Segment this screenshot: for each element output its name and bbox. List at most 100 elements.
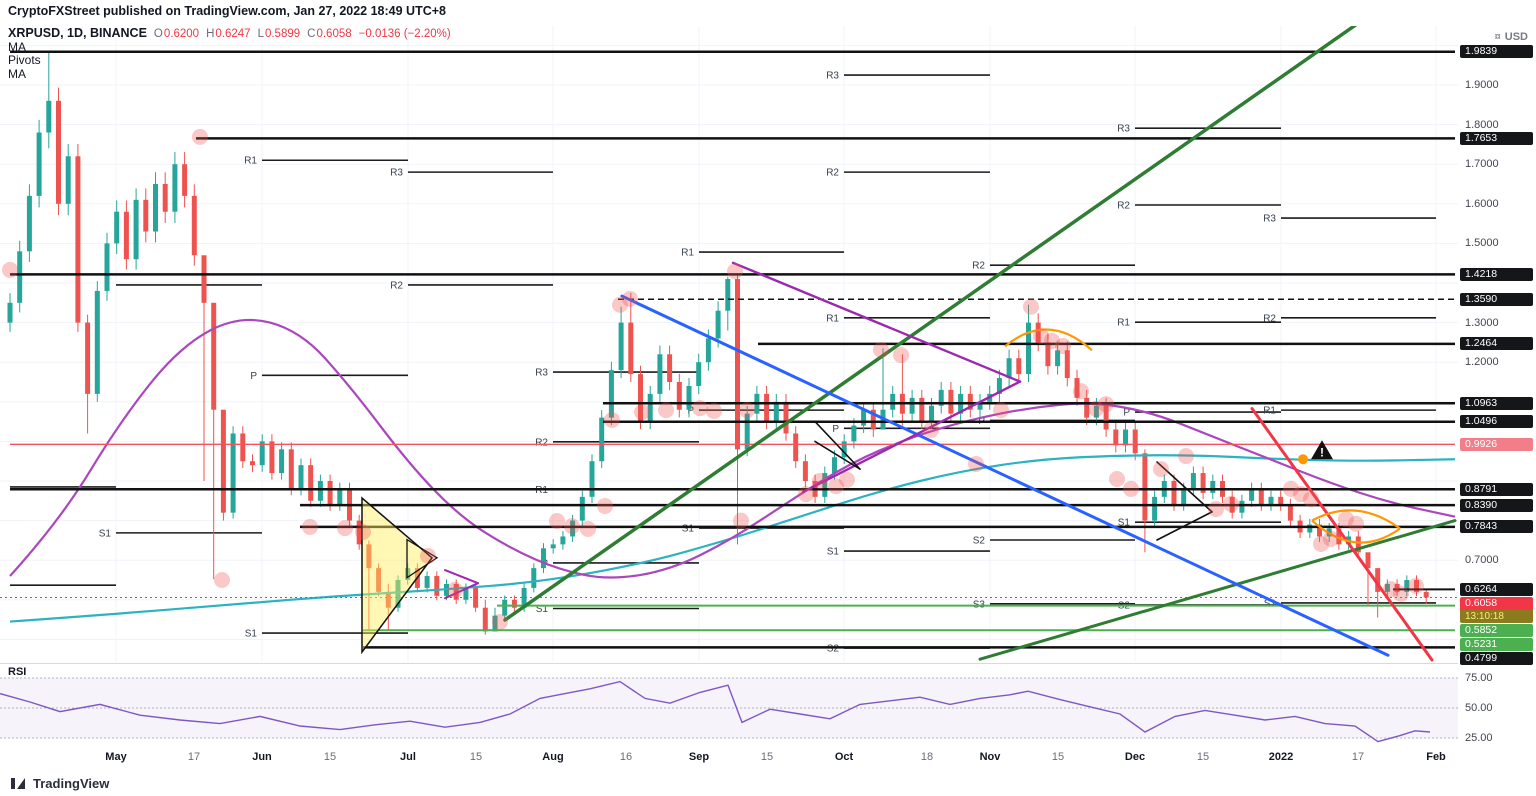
- rsi-tick: 25.00: [1465, 732, 1493, 744]
- highlight-circle: [1313, 535, 1329, 552]
- candle-body: [560, 536, 566, 545]
- highlight-circle: [1323, 530, 1339, 547]
- candle-body: [104, 243, 110, 291]
- purple-wedge-upper: [731, 261, 1022, 383]
- candle-body: [686, 385, 692, 410]
- highlight-circle: [839, 471, 855, 488]
- dec-pennant-upper: [1156, 461, 1213, 513]
- pivot-label: S2: [827, 644, 840, 655]
- indicator-ma-fast[interactable]: MA: [8, 39, 26, 54]
- price-tick: 0.7000: [1465, 554, 1499, 567]
- pivot-label: S1: [536, 604, 549, 615]
- pivot-label: R2: [1117, 200, 1130, 211]
- time-label: 2022: [1268, 751, 1294, 763]
- pivot-label: R3: [390, 168, 403, 179]
- rsi-line: [0, 680, 1431, 743]
- candle-body: [463, 587, 469, 600]
- indicator-pivots[interactable]: Pivots: [8, 53, 41, 67]
- candle-body: [220, 409, 226, 513]
- price-level-badge: 1.0963: [1460, 396, 1533, 410]
- rsi-pane: [0, 677, 1458, 743]
- high-value: 0.6247: [215, 28, 251, 40]
- candle-body: [230, 433, 236, 513]
- candle-body: [764, 393, 770, 422]
- symbol-row[interactable]: XRPUSD, 1D, BINANCE O0.6200 H0.6247 L0.5899…: [8, 26, 451, 41]
- annotations: !: [1311, 440, 1333, 460]
- candle-body: [667, 354, 673, 382]
- candle-body: [133, 199, 139, 260]
- symbol-title[interactable]: XRPUSD, 1D, BINANCE: [8, 26, 147, 40]
- candle-body: [715, 310, 721, 339]
- trendlines: [444, 26, 1457, 662]
- highlight-circle: [1033, 328, 1049, 345]
- candle-body: [511, 599, 517, 608]
- highlight-circle: [2, 261, 18, 278]
- chart-legend[interactable]: XRPUSD, 1D, BINANCE O0.6200 H0.6247 L0.5899…: [8, 26, 451, 81]
- candle-body: [1142, 453, 1148, 521]
- candle-body: [308, 465, 314, 501]
- highlight-circle: [337, 520, 353, 537]
- highlight-circle: [692, 400, 708, 417]
- candle-body: [589, 461, 595, 497]
- highlight-circle: [1408, 577, 1424, 594]
- highlight-circle: [355, 524, 371, 541]
- candle-body: [211, 302, 217, 410]
- candle-body: [1365, 552, 1371, 569]
- currency-selector[interactable]: ¤ USD: [1495, 31, 1528, 43]
- pivot-label: S1: [1118, 518, 1131, 529]
- price-tick: 1.5000: [1465, 237, 1499, 250]
- highlight-markers: [2, 128, 1424, 630]
- candle-body: [521, 587, 527, 608]
- rsi-pane-label[interactable]: RSI: [8, 666, 27, 678]
- indicator-ma-slow[interactable]: MA: [8, 66, 26, 81]
- tradingview-logo[interactable]: TradingView: [10, 776, 109, 791]
- time-label: Jun: [252, 751, 272, 763]
- time-label: May: [105, 751, 127, 763]
- pivot-label: P: [832, 424, 839, 435]
- highlight-circle: [658, 402, 674, 419]
- candle-body: [861, 409, 867, 426]
- highlight-circle: [1123, 480, 1139, 497]
- highlight-circle: [420, 547, 436, 564]
- candle-body: [250, 461, 255, 466]
- pivot-label: R2: [972, 261, 985, 272]
- pivot-label: R1: [1263, 406, 1276, 417]
- highlight-circle: [1088, 400, 1104, 417]
- highlight-circle: [739, 402, 755, 419]
- price-level-badge: 0.5231: [1460, 637, 1533, 651]
- candle-body: [870, 409, 876, 430]
- pivot-label: S1: [1264, 598, 1277, 609]
- candle-body: [453, 583, 459, 600]
- price-tick: 1.8000: [1465, 118, 1499, 131]
- time-label: 15: [760, 751, 774, 763]
- candle-body: [822, 473, 828, 497]
- candle-body: [793, 433, 799, 462]
- pivot-label: P: [250, 371, 257, 382]
- time-axis[interactable]: May 17 Jun 15 Jul 15 Aug 16 Sep 15 Oct 18 Nov 15 Dec 15…: [0, 746, 1458, 770]
- candle-body: [356, 520, 362, 545]
- candle-body: [1278, 496, 1284, 505]
- horizontal-levels: [0, 50, 1458, 649]
- red-descending: [1250, 407, 1434, 662]
- candle-body: [1404, 580, 1410, 592]
- candle-body: [317, 481, 323, 501]
- candle-body: [182, 164, 188, 196]
- time-label: 16: [619, 751, 633, 763]
- highlight-circle: [1293, 486, 1309, 503]
- highlight-circle: [564, 518, 580, 535]
- candle-body: [1200, 473, 1206, 493]
- purple-flag-upper: [444, 569, 479, 585]
- price-axis[interactable]: ¤ USD 1.9000 1.8000 1.7000 1.6000 1.5000 1.30…: [1458, 26, 1536, 770]
- svg-text:!: !: [1320, 445, 1324, 459]
- price-level-badge: 0.7843: [1460, 520, 1533, 534]
- candle-body: [1171, 481, 1177, 505]
- candle-body: [395, 580, 401, 608]
- candle-body: [288, 449, 294, 489]
- price-tick: 1.9000: [1465, 79, 1499, 91]
- candle-body: [385, 591, 391, 608]
- candle-body: [240, 433, 246, 462]
- highlight-circle: [1044, 332, 1060, 349]
- candle-body: [1423, 591, 1429, 598]
- yellow-triangle-pattern: [361, 496, 434, 655]
